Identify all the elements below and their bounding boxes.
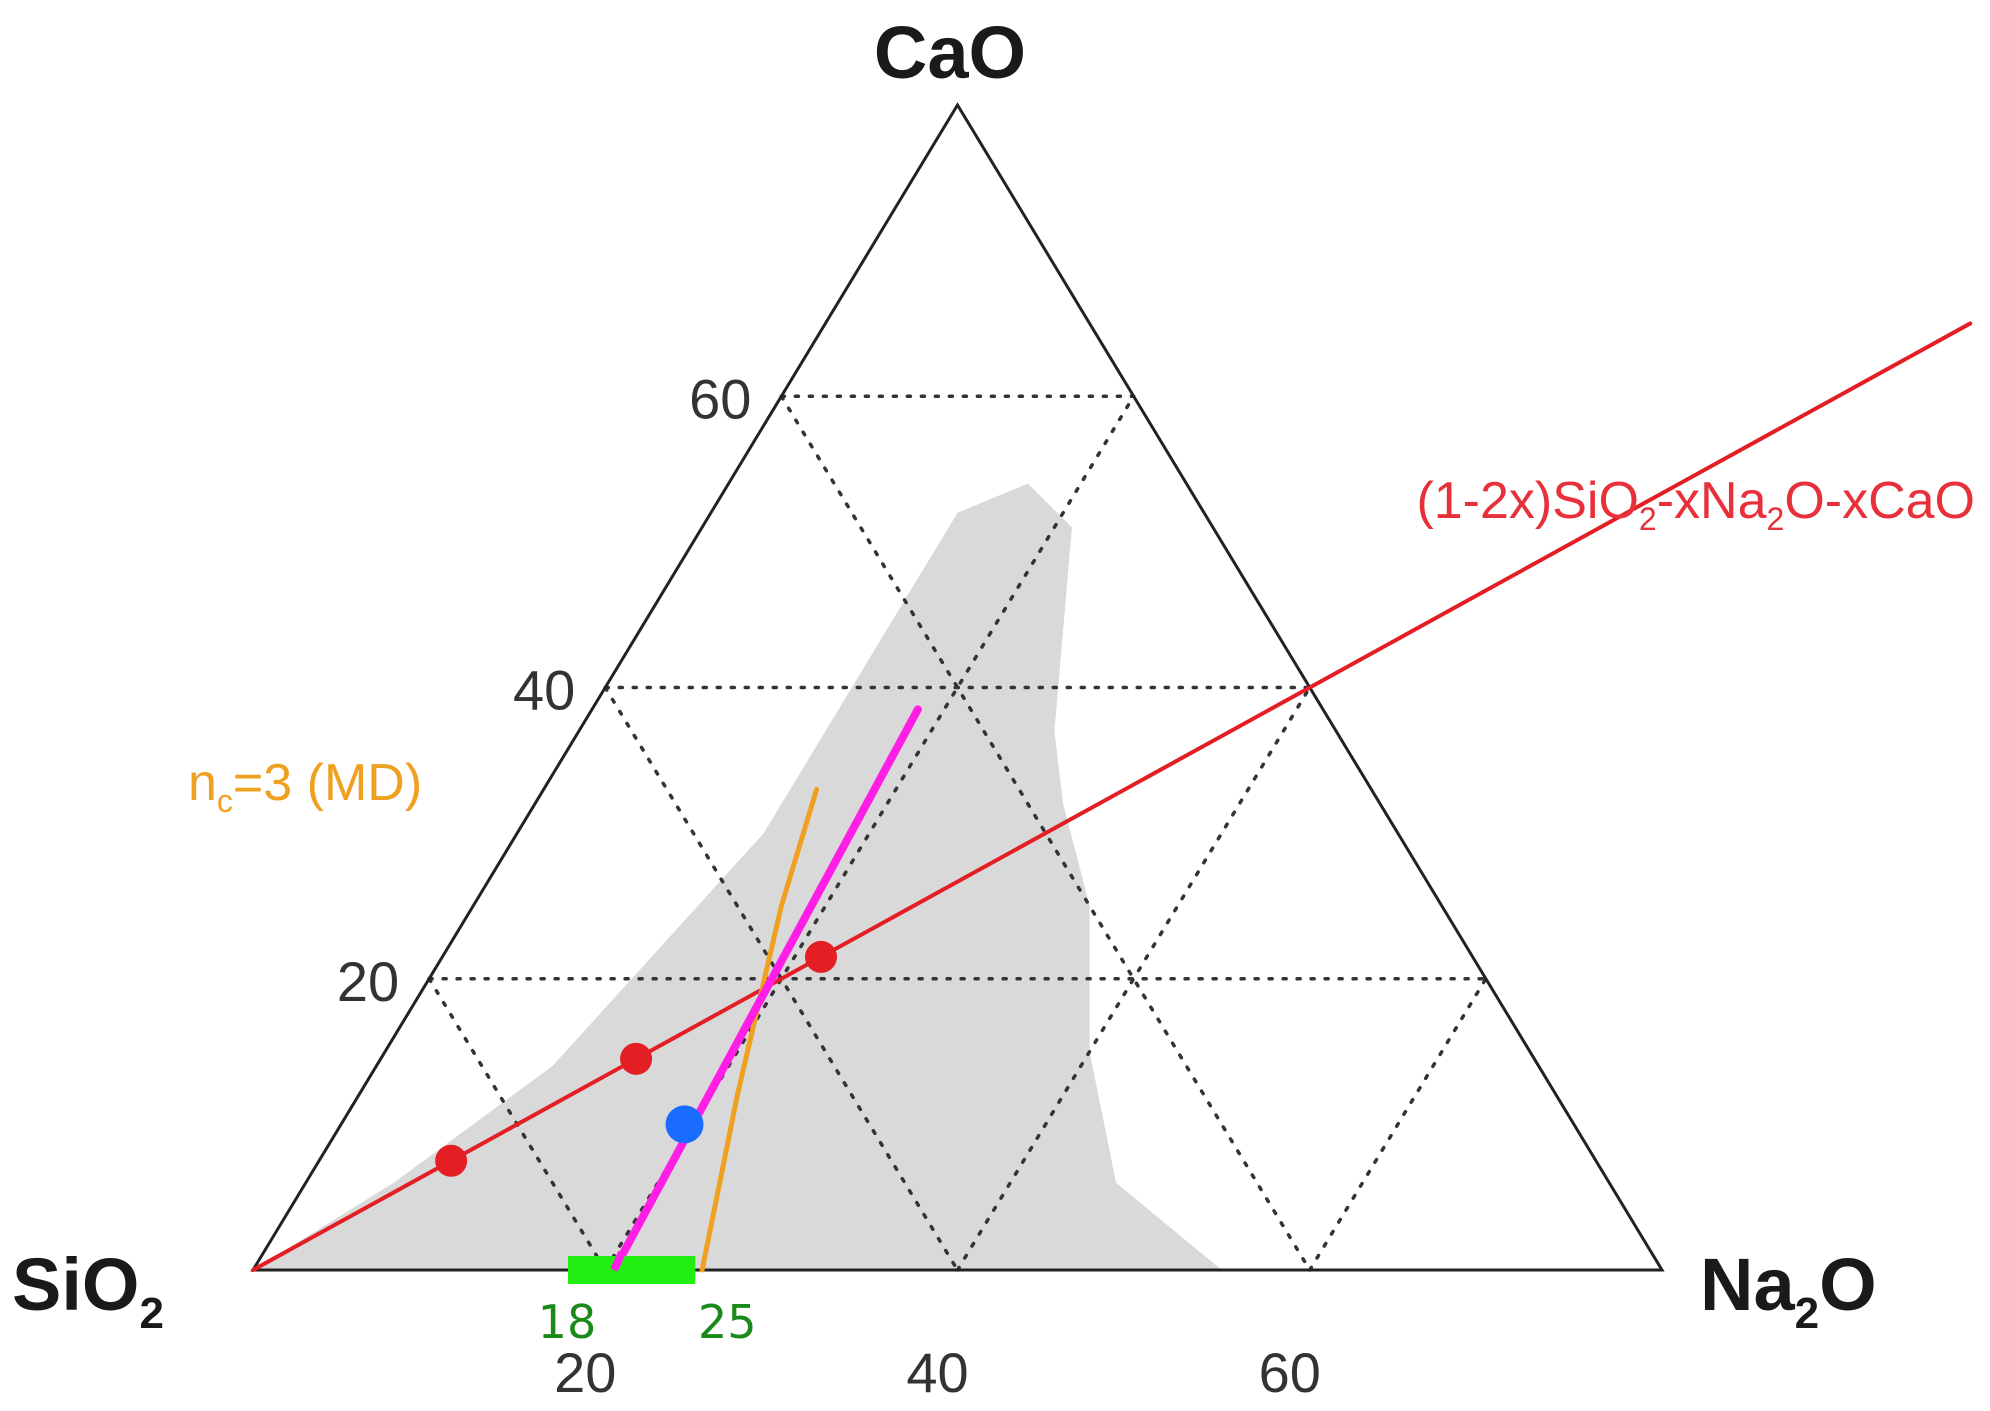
series-layer xyxy=(251,321,1973,1274)
bottom-tick-label-40: 40 xyxy=(906,1341,968,1404)
vertex-label-na2o: Na2O xyxy=(1700,1243,1877,1338)
glass-forming-region xyxy=(253,483,1222,1270)
bottom-tick-label-60: 60 xyxy=(1259,1341,1321,1404)
red-point-3 xyxy=(805,940,838,973)
left-tick-label-20: 20 xyxy=(337,950,399,1013)
grid-line-na2o-40 xyxy=(955,685,1312,1272)
bottom-tick-label-20: 20 xyxy=(554,1341,616,1404)
red-point-2 xyxy=(620,1042,653,1075)
grid-line-na2o-60 xyxy=(1308,977,1488,1272)
glass-region-shape xyxy=(253,483,1222,1270)
blue-point-1 xyxy=(665,1105,704,1144)
orange-series-label: nc=3 (MD) xyxy=(188,754,422,819)
range-marker-to-label: 25 xyxy=(698,1295,757,1349)
red-composition-line xyxy=(251,321,1973,1272)
range-marker-from-label: 18 xyxy=(538,1295,597,1349)
grid-line-sio2-60 xyxy=(779,394,1312,1272)
magenta-line xyxy=(610,705,922,1274)
magenta-line-end xyxy=(610,1250,626,1272)
vertex-label-cao: CaO xyxy=(874,11,1026,94)
vertex-label-sio2: SiO2 xyxy=(12,1243,164,1338)
range-marker-bar xyxy=(568,1256,696,1284)
left-tick-label-40: 40 xyxy=(513,659,575,722)
red-point-1 xyxy=(435,1144,468,1177)
red-series-label: (1-2x)SiO2-xNa2O-xCaO xyxy=(1416,472,1975,537)
range-marker xyxy=(568,1250,696,1284)
label-layer: CaO SiO2 Na2O 20 40 60 20 40 60 18 25 (1-2x)SiO2-xN… xyxy=(12,11,1975,1404)
left-tick-label-60: 60 xyxy=(689,367,751,430)
